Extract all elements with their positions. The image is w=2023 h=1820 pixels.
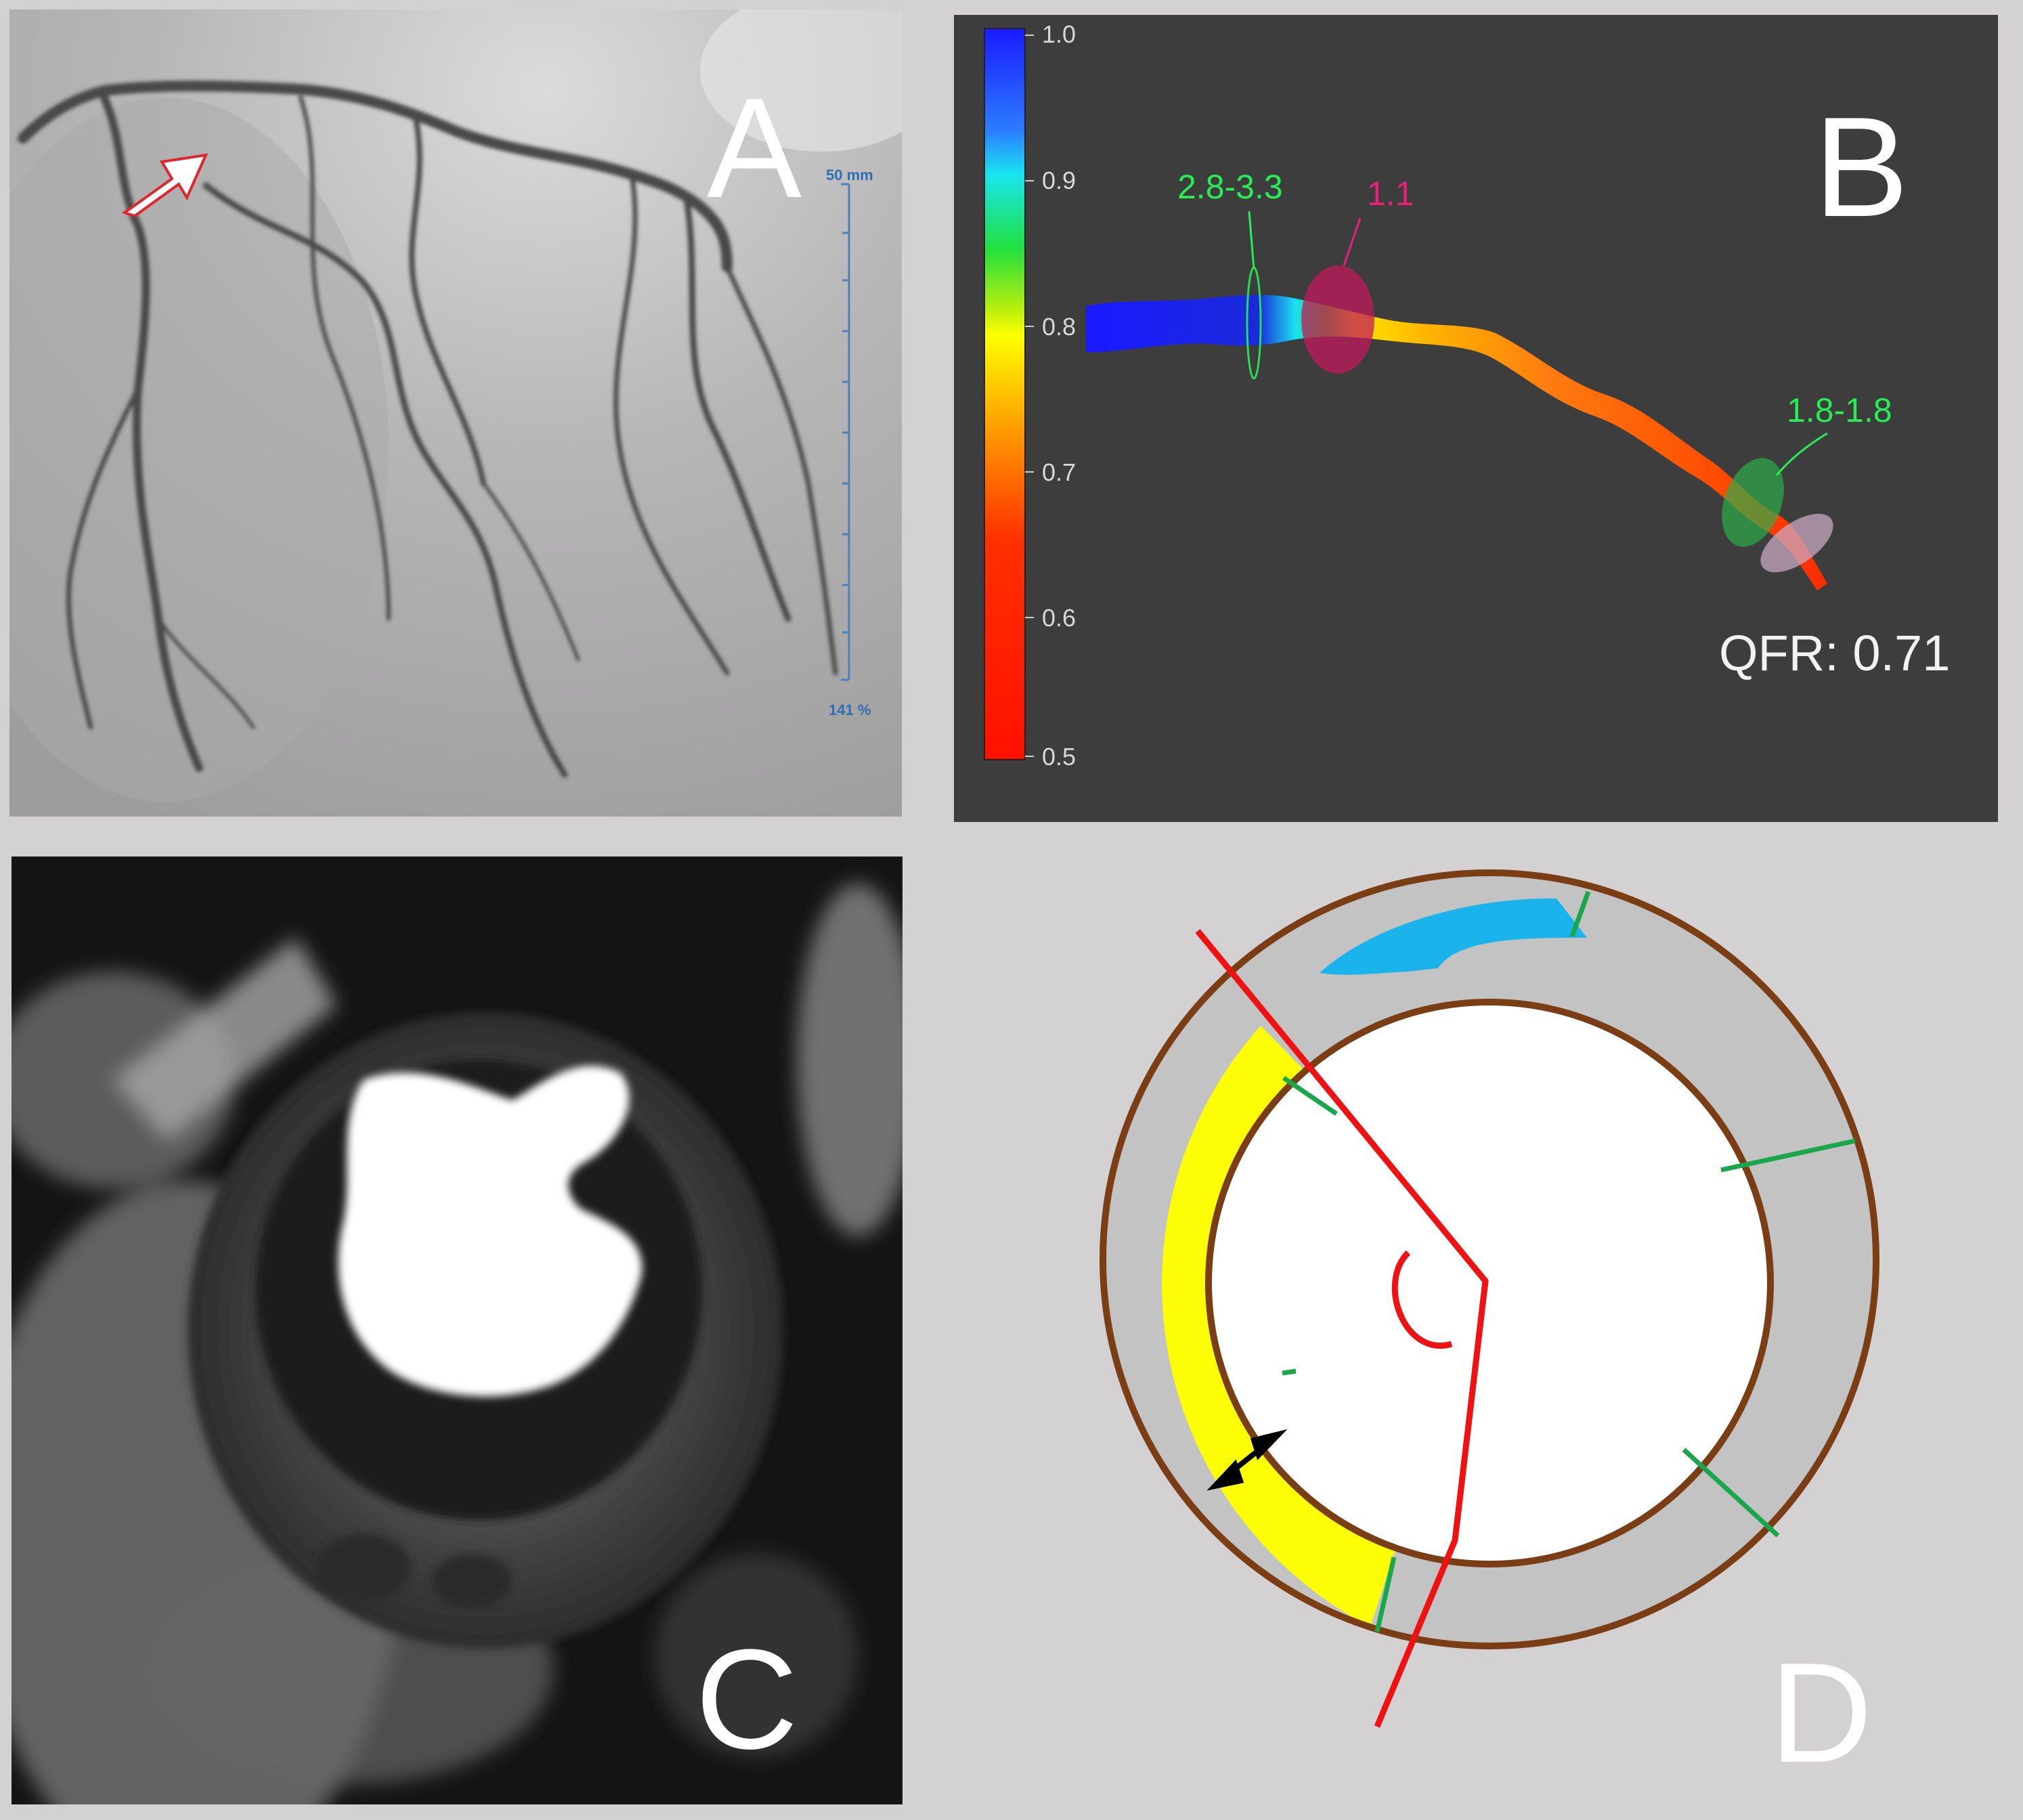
qfr-value: QFR: 0.71 (1719, 625, 1951, 681)
vessel-segment (1086, 295, 1827, 590)
panel-b-qfr: 1.0 0.9 0.8 0.7 0.6 0.5 2.8-3.3 1.1 1.8-… (954, 15, 1998, 822)
end-marker (1760, 513, 1833, 573)
mri-image (12, 857, 902, 1804)
panel-b-label: B (1814, 87, 1909, 246)
scale-top-label: 50 mm (826, 167, 873, 183)
scale-bottom-label: 141 % (829, 701, 871, 718)
panel-a-angiogram: 50 mm 141 % A (9, 9, 902, 817)
angiogram-image (9, 9, 902, 817)
stenosis-arrow-icon (121, 153, 209, 218)
segment-blue (1320, 898, 1587, 975)
axis-lines (1195, 929, 1489, 1728)
proximal-diameter-label: 2.8-3.3 (1177, 168, 1283, 206)
scale-bar-icon (841, 183, 850, 681)
inner-cavity (1205, 999, 1774, 1567)
panel-c-mri: C (12, 857, 902, 1804)
panel-d-diagram: D (903, 857, 2014, 1811)
qfr-vessel-render (984, 28, 1833, 760)
bullseye-diagram (1100, 869, 1879, 1728)
colorbar-tick-1-0: 1.0 (1042, 20, 1076, 48)
panel-a-label: A (707, 68, 802, 228)
lesion-diameter-label: 1.1 (1367, 175, 1414, 213)
panel-d-label: D (1770, 1633, 1873, 1792)
panel-c-label: C (695, 1620, 798, 1779)
thickness-arrow-icon (1206, 1429, 1288, 1491)
colorbar-tick-0-5: 0.5 (1042, 743, 1076, 771)
colorbar-tick-0-8: 0.8 (1042, 313, 1076, 341)
colorbar-tick-0-9: 0.9 (1042, 167, 1076, 194)
distal-diameter-label: 1.8-1.8 (1787, 391, 1892, 429)
lesion-marker (1301, 265, 1374, 374)
lv-blood-pool (338, 1066, 643, 1397)
colorbar-tick-0-7: 0.7 (1042, 458, 1076, 486)
outer-border (1100, 869, 1879, 1649)
distal-reference-ring (1722, 458, 1784, 547)
colorbar (984, 28, 1026, 760)
colorbar-tick-0-6: 0.6 (1042, 604, 1076, 632)
